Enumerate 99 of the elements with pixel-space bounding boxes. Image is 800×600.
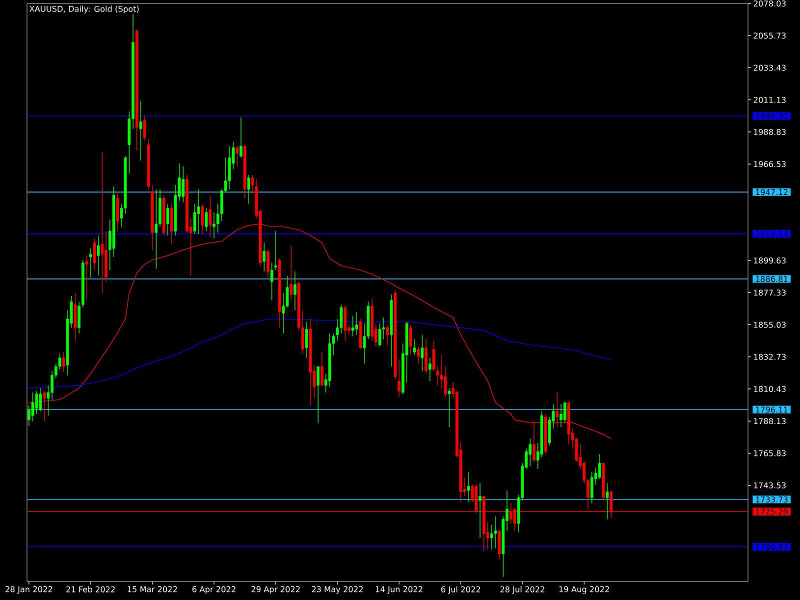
candlestick bbox=[31, 392, 34, 422]
x-tick-label: 6 Apr 2022 bbox=[192, 586, 236, 594]
candlestick bbox=[93, 238, 96, 270]
ref-line-label: 1733.73 bbox=[756, 496, 788, 502]
candlestick bbox=[556, 392, 559, 428]
candlestick bbox=[590, 471, 594, 504]
candlestick bbox=[409, 324, 412, 356]
candlestick bbox=[344, 306, 347, 341]
x-tick-label: 14 Jun 2022 bbox=[376, 586, 422, 594]
x-tick-label: 29 Apr 2022 bbox=[252, 586, 300, 594]
candlestick bbox=[274, 230, 278, 270]
ref-line-label: 1700.83 bbox=[756, 544, 788, 550]
ref-line-label: 1999.92 bbox=[756, 112, 788, 120]
candlestick bbox=[436, 366, 440, 386]
candlestick bbox=[240, 116, 242, 158]
candlestick bbox=[316, 366, 320, 424]
candlestick bbox=[305, 322, 308, 358]
candlestick bbox=[420, 334, 424, 372]
candlestick bbox=[39, 388, 42, 412]
y-tick-label: 2078.03 bbox=[754, 0, 786, 7]
candlestick bbox=[266, 250, 270, 278]
candlestick bbox=[42, 390, 46, 422]
candlestick bbox=[270, 262, 274, 301]
candlestick bbox=[378, 322, 382, 347]
candlestick bbox=[386, 324, 389, 346]
candlestick bbox=[413, 338, 416, 356]
candlestick bbox=[563, 402, 566, 424]
y-tick-label: 1877.33 bbox=[754, 290, 786, 296]
candlestick bbox=[74, 292, 77, 341]
candlestick bbox=[528, 438, 532, 466]
y-tick-label: 1966.53 bbox=[754, 161, 786, 168]
candlestick bbox=[560, 404, 562, 428]
candlestick bbox=[247, 174, 250, 204]
candlestick bbox=[201, 203, 204, 234]
candlestick bbox=[182, 166, 185, 203]
y-tick-label: 1899.63 bbox=[754, 257, 786, 264]
candlestick bbox=[204, 208, 208, 232]
candlestick bbox=[100, 152, 104, 294]
candlestick bbox=[478, 482, 482, 538]
candlestick bbox=[143, 116, 146, 141]
ref-line-label: 1947.12 bbox=[756, 189, 788, 196]
candlestick bbox=[490, 524, 494, 550]
candlestick bbox=[294, 271, 296, 311]
candlestick bbox=[498, 530, 501, 560]
y-tick-label: 1832.73 bbox=[754, 354, 786, 360]
candlestick bbox=[208, 194, 212, 238]
ref-line-label: 1796.11 bbox=[756, 406, 788, 413]
y-tick-label: 2033.43 bbox=[754, 64, 786, 71]
x-tick-label: 28 Jan 2022 bbox=[6, 586, 52, 594]
candlestick bbox=[116, 192, 120, 232]
x-tick-label: 21 Feb 2022 bbox=[66, 586, 115, 592]
candlestick bbox=[85, 255, 88, 301]
candlestick bbox=[262, 242, 266, 272]
candlestick bbox=[340, 304, 343, 334]
y-tick-label: 1988.83 bbox=[754, 128, 786, 136]
candlestick bbox=[139, 101, 142, 161]
chart-title: XAUUSD, Daily: Gold (Spot) bbox=[29, 6, 139, 14]
candlestick bbox=[154, 189, 158, 269]
candlestick bbox=[424, 338, 428, 374]
candlestick bbox=[320, 352, 324, 386]
x-tick-label: 19 Aug 2022 bbox=[559, 586, 609, 594]
candlestick bbox=[290, 245, 293, 301]
candlestick bbox=[236, 146, 239, 167]
y-tick-label: 2011.13 bbox=[754, 96, 786, 103]
x-tick-label: 6 Jul 2022 bbox=[441, 586, 480, 594]
y-tick-label: 1743.53 bbox=[754, 482, 786, 488]
candlestick bbox=[598, 454, 601, 480]
candlestick bbox=[606, 482, 609, 520]
candlestick bbox=[89, 248, 92, 278]
y-tick-label: 1765.83 bbox=[754, 450, 786, 456]
x-tick-label: 28 Jul 2022 bbox=[500, 586, 544, 594]
candlestick bbox=[228, 146, 231, 190]
candlestick bbox=[62, 352, 66, 373]
x-tick-label: 15 Mar 2022 bbox=[128, 586, 177, 592]
candlestick bbox=[351, 316, 354, 337]
y-tick-label: 1855.03 bbox=[754, 322, 786, 328]
y-tick-label: 1788.13 bbox=[754, 418, 786, 424]
candlestick bbox=[78, 301, 80, 334]
candlestick bbox=[494, 516, 497, 548]
candlestick bbox=[448, 388, 451, 428]
candlestick bbox=[28, 405, 30, 426]
candlestick bbox=[416, 346, 420, 364]
ref-line-label: 1886.81 bbox=[756, 276, 788, 282]
candlestick bbox=[170, 203, 174, 244]
y-tick-label: 1810.43 bbox=[754, 386, 786, 392]
candlestick bbox=[355, 311, 358, 336]
candlestick bbox=[166, 203, 170, 236]
ref-line-label: 1725.29 bbox=[756, 508, 788, 515]
y-tick-label: 2055.73 bbox=[754, 32, 786, 39]
candlestick bbox=[96, 235, 100, 276]
x-tick-label: 23 May 2022 bbox=[312, 586, 363, 594]
candlestick bbox=[35, 390, 38, 414]
candlestick bbox=[467, 471, 470, 502]
ref-line-label: 1918.14 bbox=[756, 230, 788, 237]
candlestick bbox=[251, 174, 254, 194]
candlestick bbox=[197, 189, 200, 234]
candlestick bbox=[212, 212, 216, 239]
candlestick bbox=[428, 358, 432, 382]
candlestick bbox=[432, 340, 436, 372]
